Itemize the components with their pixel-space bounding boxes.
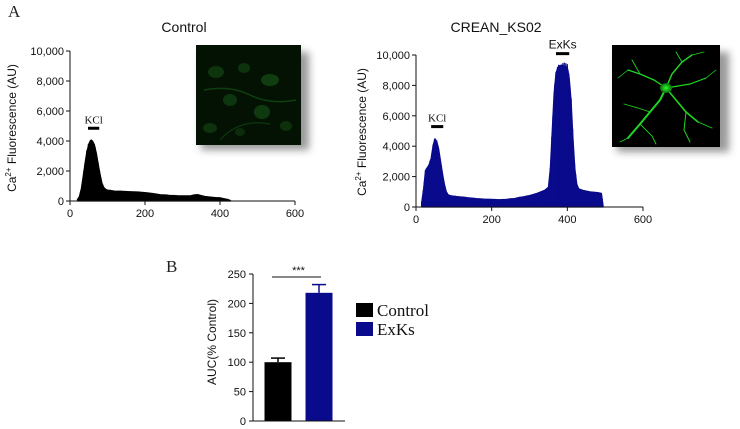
panel-label-b: B (166, 257, 177, 276)
auc-bar-chart: AUC(% Control) 0 50 100 150 200 250 *** Contr… (205, 265, 429, 428)
stimulus-label: KCl (428, 113, 446, 125)
y-axis-label: Ca2+ Fluorescence (AU) (354, 68, 369, 196)
significance-label: *** (292, 265, 306, 277)
inset-neuron-image (612, 45, 729, 152)
chart-title: CREAN_KS02 (450, 19, 541, 35)
x-tick-label: 400 (558, 214, 576, 226)
stimulus-label: KCl (84, 114, 102, 126)
y-tick-label: 250 (228, 269, 246, 281)
y-tick-label: 10,000 (376, 50, 410, 62)
x-tick-label: 200 (482, 214, 500, 226)
y-tick-label: 0 (58, 196, 64, 208)
y-tick-label: 0 (404, 202, 410, 214)
legend-label: ExKs (377, 320, 415, 339)
x-tick-label: 600 (286, 208, 304, 220)
legend-swatch (356, 322, 373, 336)
legend-swatch (356, 303, 373, 317)
y-tick-label: 50 (234, 387, 246, 399)
y-axis-label: Ca2+ Fluorescence (AU) (4, 64, 19, 192)
stimulus-label: ExKs (549, 38, 577, 52)
crean-ks02-trace-chart: CREAN_KS02 Ca2+ Fluorescence (AU) 0 2,000… (354, 19, 729, 226)
y-tick-label: 6,000 (36, 106, 64, 118)
y-axis-label: AUC(% Control) (205, 299, 219, 385)
x-tick-label: 0 (67, 208, 73, 220)
y-tick-label: 0 (240, 416, 246, 428)
y-tick-label: 8,000 (36, 76, 64, 88)
y-tick-label: 6,000 (382, 111, 410, 123)
x-tick-label: 0 (413, 214, 419, 226)
y-tick-label: 2,000 (36, 166, 64, 178)
inset-micrograph-control (196, 45, 309, 150)
y-tick-label: 8,000 (382, 80, 410, 92)
x-tick-label: 400 (211, 208, 229, 220)
bar-control (264, 362, 292, 421)
y-tick-label: 200 (228, 298, 246, 310)
x-tick-label: 200 (136, 208, 154, 220)
y-tick-label: 100 (228, 357, 246, 369)
y-tick-label: 4,000 (382, 141, 410, 153)
y-tick-label: 10,000 (30, 46, 64, 58)
bar-exks (305, 292, 333, 421)
panel-label-a: A (8, 2, 21, 21)
y-tick-label: 4,000 (36, 136, 64, 148)
y-tick-label: 150 (228, 328, 246, 340)
y-tick-label: 2,000 (382, 172, 410, 184)
chart-title: Control (161, 19, 206, 35)
control-trace-chart: Control Ca2+ Fluorescence (AU) 0 2,000 4,0… (4, 19, 309, 220)
legend-label: Control (377, 301, 429, 320)
x-tick-label: 600 (634, 214, 652, 226)
